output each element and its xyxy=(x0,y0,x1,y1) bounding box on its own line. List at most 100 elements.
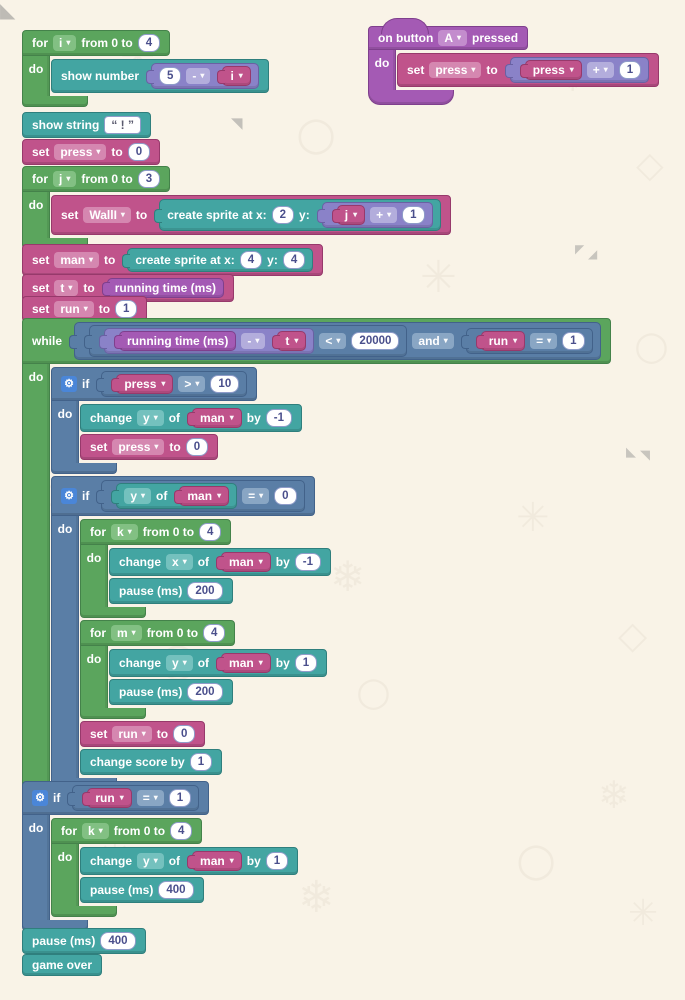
block-stack[interactable]: while running time (ms) - ▾ t ▾ < ▾ 20000 and ▾ run… xyxy=(22,318,611,803)
dropdown-field[interactable]: > ▾ xyxy=(178,376,206,392)
block-if[interactable]: ⚙ if run ▾ = ▾ 1 do for k ▾ from 0 to 4 do change y ▾ of m… xyxy=(22,781,299,931)
block-variable-run[interactable]: run ▾ xyxy=(82,788,132,808)
block-stack[interactable]: set man ▾ to create sprite at x: 4 y: 4 xyxy=(22,244,324,276)
block-math-operation[interactable]: j ▾ + ▾ 1 xyxy=(316,202,433,228)
block-stack[interactable]: pause (ms) 400 xyxy=(22,928,146,954)
dropdown-field[interactable]: j ▾ xyxy=(53,171,77,187)
block-stack[interactable]: on button A ▾ pressed do set press ▾ to press ▾ + ▾ 1 xyxy=(368,18,660,105)
number-field[interactable]: 1 xyxy=(189,753,213,771)
dropdown-field[interactable]: m ▾ xyxy=(111,625,142,641)
number-field[interactable]: 3 xyxy=(137,170,161,188)
number-field[interactable]: -1 xyxy=(294,553,321,571)
number-field[interactable]: 1 xyxy=(115,300,138,318)
block-header[interactable]: for k ▾ from 0 to 4 xyxy=(80,519,232,545)
block-variable-press[interactable]: press ▾ xyxy=(519,60,582,80)
block-header[interactable]: while running time (ms) - ▾ t ▾ < ▾ 20000 and ▾ run… xyxy=(22,318,611,364)
dropdown-field[interactable]: and ▾ xyxy=(412,333,454,349)
block-create-sprite[interactable]: create sprite at x: 2 y: j ▾ + ▾ 1 xyxy=(154,199,441,231)
block-variable-t[interactable]: t ▾ xyxy=(272,331,307,351)
number-field[interactable]: 400 xyxy=(100,932,136,950)
block-sprite-property[interactable]: y ▾ of man ▾ xyxy=(111,483,238,509)
block-logic-compare[interactable]: run ▾ = ▾ 1 xyxy=(460,328,593,354)
block-set-variable[interactable]: set run ▾ to 0 xyxy=(80,721,206,747)
block-pause[interactable]: pause (ms) 200 xyxy=(109,679,233,705)
block-while-loop[interactable]: while running time (ms) - ▾ t ▾ < ▾ 20000 and ▾ run… xyxy=(22,318,611,803)
block-header[interactable]: for i ▾ from 0 to 4 xyxy=(22,30,171,56)
block-game-over[interactable]: game over xyxy=(22,954,103,976)
block-for-loop[interactable]: for j ▾ from 0 to 3 do set WallI ▾ to create sprit… xyxy=(22,166,451,249)
number-field[interactable]: 1 xyxy=(294,654,318,672)
number-field[interactable]: 1 xyxy=(618,61,642,79)
dropdown-field[interactable]: A ▾ xyxy=(438,30,467,46)
number-field[interactable]: 5 xyxy=(159,67,182,85)
block-stack[interactable]: game over xyxy=(22,954,103,976)
block-header[interactable]: for k ▾ from 0 to 4 xyxy=(51,818,203,844)
gear-icon[interactable]: ⚙ xyxy=(61,376,77,392)
number-field[interactable]: 4 xyxy=(282,251,306,269)
block-math-operation[interactable]: running time (ms) - ▾ t ▾ xyxy=(99,328,315,354)
gear-icon[interactable]: ⚙ xyxy=(61,488,77,504)
block-stack[interactable]: for j ▾ from 0 to 3 do set WallI ▾ to create sprit… xyxy=(22,166,451,249)
block-create-sprite[interactable]: create sprite at x: 4 y: 4 xyxy=(122,248,314,272)
number-field[interactable]: 4 xyxy=(170,822,193,840)
block-change-sprite-property[interactable]: change x ▾ of man ▾ by -1 xyxy=(109,548,331,576)
number-field[interactable]: 4 xyxy=(199,523,222,541)
dropdown-field[interactable]: = ▾ xyxy=(242,488,270,504)
dropdown-field[interactable]: i ▾ xyxy=(53,35,77,51)
dropdown-field[interactable]: WallI ▾ xyxy=(83,207,131,223)
dropdown-field[interactable]: press ▾ xyxy=(429,62,482,78)
block-for-loop[interactable]: for k ▾ from 0 to 4 do change y ▾ of man ▾ by 1 pause … xyxy=(51,818,299,917)
number-field[interactable]: 1 xyxy=(402,206,425,224)
dropdown-field[interactable]: run ▾ xyxy=(112,726,152,742)
dropdown-field[interactable]: y ▾ xyxy=(137,410,164,426)
block-variable-i[interactable]: i ▾ xyxy=(217,66,251,86)
block-variable-man[interactable]: man ▾ xyxy=(187,851,242,871)
block-set-variable[interactable]: set press ▾ to 0 xyxy=(80,434,219,460)
dropdown-field[interactable]: = ▾ xyxy=(530,333,558,349)
dropdown-field[interactable]: y ▾ xyxy=(137,853,164,869)
dropdown-field[interactable]: y ▾ xyxy=(166,655,193,671)
block-for-loop[interactable]: for i ▾ from 0 to 4 do show number 5- ▾ i ▾ xyxy=(22,30,269,107)
number-field[interactable]: 0 xyxy=(185,438,209,456)
dropdown-field[interactable]: k ▾ xyxy=(111,524,138,540)
dropdown-field[interactable]: k ▾ xyxy=(82,823,109,839)
block-change-sprite-property[interactable]: change y ▾ of man ▾ by -1 xyxy=(80,404,302,432)
dropdown-field[interactable]: run ▾ xyxy=(54,301,94,317)
number-field[interactable]: 4 xyxy=(137,34,161,52)
block-pause[interactable]: pause (ms) 200 xyxy=(109,578,233,604)
dropdown-field[interactable]: + ▾ xyxy=(370,207,398,223)
block-for-loop[interactable]: for m ▾ from 0 to 4 do change y ▾ of man ▾ by 1 pause … xyxy=(80,620,328,719)
block-header[interactable]: ⚙ if press ▾ > ▾ 10 xyxy=(51,367,258,401)
block-for-loop[interactable]: for k ▾ from 0 to 4 do change x ▾ of man ▾ by -1 pause… xyxy=(80,519,331,618)
dropdown-field[interactable]: press ▾ xyxy=(112,439,165,455)
block-header[interactable]: for m ▾ from 0 to 4 xyxy=(80,620,236,646)
number-field[interactable]: 400 xyxy=(158,881,194,899)
block-pause[interactable]: pause (ms) 400 xyxy=(80,877,204,903)
block-logic-compare[interactable]: y ▾ of man ▾ = ▾ 0 xyxy=(96,480,305,512)
block-math-operation[interactable]: press ▾ + ▾ 1 xyxy=(504,57,650,83)
block-running-time[interactable]: running time (ms) xyxy=(101,278,225,298)
block-if[interactable]: ⚙ if press ▾ > ▾ 10 do change y ▾ of man ▾ by -1 set pres… xyxy=(51,367,302,474)
dropdown-field[interactable]: press ▾ xyxy=(54,144,107,160)
number-field[interactable]: 200 xyxy=(187,683,223,701)
number-field[interactable]: 0 xyxy=(127,143,151,161)
block-set-variable[interactable]: set man ▾ to create sprite at x: 4 y: 4 xyxy=(22,244,324,276)
block-set-variable[interactable]: set press ▾ to press ▾ + ▾ 1 xyxy=(397,53,660,87)
block-header[interactable]: ⚙ if run ▾ = ▾ 1 xyxy=(22,781,210,815)
block-stack[interactable]: show string “ ! ” xyxy=(22,112,152,138)
dropdown-field[interactable]: - ▾ xyxy=(241,333,266,349)
block-set-variable[interactable]: set press ▾ to 0 xyxy=(22,139,161,165)
block-on-button-pressed[interactable]: on button A ▾ pressed do set press ▾ to press ▾ + ▾ 1 xyxy=(368,18,660,105)
block-variable-run[interactable]: run ▾ xyxy=(475,331,526,351)
block-stack[interactable]: set press ▾ to 0 xyxy=(22,139,161,165)
text-field[interactable]: “ ! ” xyxy=(104,116,142,134)
dropdown-field[interactable]: x ▾ xyxy=(166,554,193,570)
block-pause[interactable]: pause (ms) 400 xyxy=(22,928,146,954)
block-logic-and[interactable]: running time (ms) - ▾ t ▾ < ▾ 20000 and ▾ run ▾ = ▾ 1 xyxy=(69,322,601,360)
dropdown-field[interactable]: man ▾ xyxy=(54,252,100,268)
block-header[interactable]: ⚙ if y ▾ of man ▾ = ▾ 0 xyxy=(51,476,315,516)
block-set-variable[interactable]: set WallI ▾ to create sprite at x: 2 y: j ▾ + ▾ 1 xyxy=(51,195,451,235)
number-field[interactable]: 1 xyxy=(562,332,585,350)
block-change-score[interactable]: change score by 1 xyxy=(80,749,223,775)
